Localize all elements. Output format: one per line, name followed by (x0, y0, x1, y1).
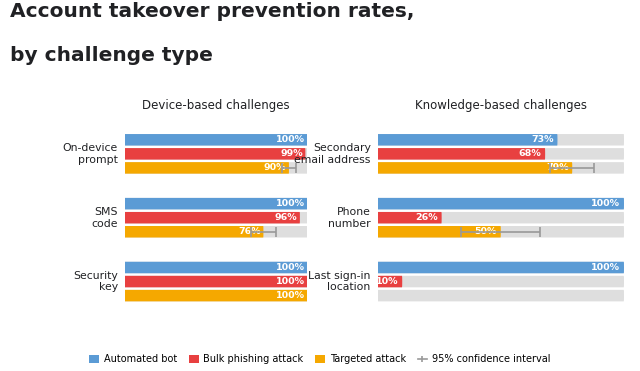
FancyBboxPatch shape (125, 226, 264, 237)
Text: 100%: 100% (275, 263, 305, 272)
Text: Account takeover prevention rates,: Account takeover prevention rates, (10, 2, 414, 21)
FancyBboxPatch shape (378, 226, 500, 237)
FancyBboxPatch shape (378, 148, 545, 160)
FancyBboxPatch shape (125, 212, 300, 223)
Text: 99%: 99% (280, 150, 303, 158)
Text: 76%: 76% (238, 227, 260, 236)
FancyBboxPatch shape (125, 276, 307, 287)
Text: 10%: 10% (376, 277, 399, 286)
FancyBboxPatch shape (125, 198, 307, 209)
Text: 73%: 73% (531, 135, 554, 144)
FancyBboxPatch shape (378, 148, 624, 160)
Text: 50%: 50% (475, 227, 497, 236)
FancyBboxPatch shape (125, 134, 307, 145)
FancyBboxPatch shape (125, 198, 307, 209)
Text: 100%: 100% (275, 277, 305, 286)
FancyBboxPatch shape (378, 212, 442, 223)
Title: Device-based challenges: Device-based challenges (142, 99, 290, 112)
Legend: Automated bot, Bulk phishing attack, Targeted attack, 95% confidence interval: Automated bot, Bulk phishing attack, Tar… (90, 354, 550, 364)
FancyBboxPatch shape (378, 276, 402, 287)
FancyBboxPatch shape (378, 162, 572, 174)
Text: 96%: 96% (275, 213, 297, 222)
FancyBboxPatch shape (125, 262, 307, 273)
FancyBboxPatch shape (125, 226, 307, 237)
Text: 100%: 100% (591, 199, 620, 208)
Text: by challenge type: by challenge type (10, 46, 212, 65)
FancyBboxPatch shape (378, 262, 624, 273)
FancyBboxPatch shape (125, 290, 307, 301)
FancyBboxPatch shape (378, 212, 624, 223)
FancyBboxPatch shape (125, 162, 307, 174)
Text: 26%: 26% (415, 213, 438, 222)
FancyBboxPatch shape (378, 226, 624, 237)
FancyBboxPatch shape (378, 134, 557, 145)
FancyBboxPatch shape (378, 162, 624, 174)
FancyBboxPatch shape (125, 148, 307, 160)
FancyBboxPatch shape (125, 276, 307, 287)
FancyBboxPatch shape (125, 212, 307, 223)
FancyBboxPatch shape (125, 262, 307, 273)
FancyBboxPatch shape (125, 290, 307, 301)
Title: Knowledge-based challenges: Knowledge-based challenges (415, 99, 587, 112)
FancyBboxPatch shape (378, 198, 624, 209)
FancyBboxPatch shape (125, 134, 307, 145)
Text: 100%: 100% (591, 263, 620, 272)
Text: 68%: 68% (518, 150, 541, 158)
FancyBboxPatch shape (378, 198, 624, 209)
FancyBboxPatch shape (378, 290, 624, 301)
Text: 100%: 100% (275, 291, 305, 300)
FancyBboxPatch shape (125, 162, 289, 174)
FancyBboxPatch shape (378, 276, 624, 287)
Text: 100%: 100% (275, 135, 305, 144)
FancyBboxPatch shape (378, 134, 624, 145)
Text: 79%: 79% (546, 163, 568, 173)
Text: 100%: 100% (275, 199, 305, 208)
FancyBboxPatch shape (378, 262, 624, 273)
Text: 90%: 90% (264, 163, 286, 173)
FancyBboxPatch shape (125, 148, 305, 160)
